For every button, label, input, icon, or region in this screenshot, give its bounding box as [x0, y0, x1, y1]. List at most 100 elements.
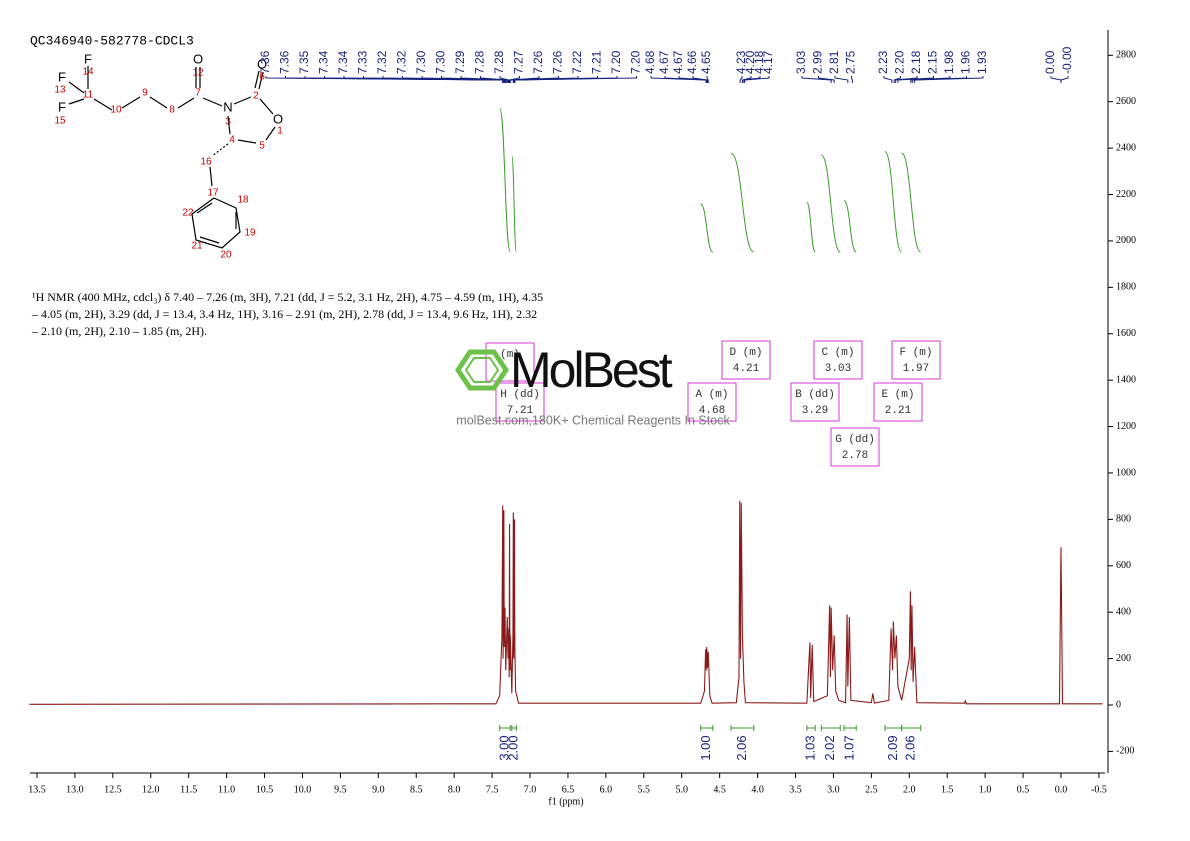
x-tick-label: 13.5	[28, 784, 46, 795]
x-tick-label: 4.0	[751, 784, 764, 795]
atom-number: 1	[277, 126, 283, 137]
atom-number: 4	[229, 135, 235, 146]
peak-leader	[739, 76, 743, 83]
atom-number: 9	[142, 88, 148, 99]
chart-title: QC346940-582778-CDCL3	[30, 33, 194, 48]
peak-leader	[1060, 76, 1069, 83]
peak-label: 4.67	[657, 50, 671, 74]
x-tick-label: 1.5	[941, 784, 954, 795]
multiplet-label: (m)	[500, 349, 520, 361]
x-tick-label: 6.5	[562, 784, 575, 795]
y-tick-label: 200	[1116, 653, 1131, 664]
x-tick-label: 11.5	[180, 784, 197, 795]
integral-bracket	[901, 725, 922, 731]
y-tick-label: 0	[1116, 699, 1121, 710]
integral-curve	[499, 107, 511, 253]
peak-leader	[460, 76, 509, 83]
nmr-description: ¹H NMR (400 MHz, cdcl₃) δ 7.40 – 7.26 (m…	[31, 290, 543, 338]
x-tick-label: 10.5	[256, 784, 274, 795]
y-tick-label: 1800	[1116, 282, 1136, 293]
peak-leader	[914, 76, 984, 83]
peak-leader	[678, 76, 708, 83]
bond	[68, 81, 85, 94]
peak-label: 7.35	[297, 50, 311, 74]
multiplet-shift: 3.29	[802, 405, 828, 417]
peak-label: 7.26	[551, 50, 565, 74]
integral-label: 1.03	[802, 735, 817, 760]
peak-leader	[706, 76, 709, 83]
integral-bracket	[700, 725, 714, 731]
multiplet-box	[873, 382, 923, 422]
bond	[227, 115, 231, 135]
multiplet-label: A (m)	[695, 389, 728, 401]
peak-label: 7.28	[492, 50, 506, 74]
x-tick-label: 9.0	[372, 784, 385, 795]
peak-label: 4.67	[671, 50, 685, 74]
peak-label: 7.36	[258, 50, 272, 74]
peak-leader	[834, 76, 849, 83]
integral-bracket	[820, 725, 841, 731]
integral-curve	[700, 203, 714, 253]
multiplet-shift: 1.97	[903, 363, 929, 375]
peak-label: 7.34	[336, 50, 350, 74]
peak-label: 4.66	[685, 50, 699, 74]
atom-number: 11	[83, 90, 94, 101]
peak-label: 4.17	[761, 50, 775, 74]
multiplet-label: F (m)	[899, 347, 932, 359]
bond	[233, 96, 252, 105]
peak-label: 1.93	[975, 50, 989, 74]
atom-number: 2	[253, 91, 259, 102]
atom-number: 5	[259, 141, 265, 152]
multiplet-label: B (dd)	[795, 389, 835, 401]
atom-number: 20	[220, 250, 232, 261]
peak-leader	[692, 76, 709, 83]
bond	[237, 139, 257, 144]
bond	[93, 98, 113, 111]
x-tick-label: 0.0	[1055, 784, 1068, 795]
bond	[196, 202, 213, 214]
peak-label: 7.36	[278, 50, 292, 74]
multiplet-box	[485, 342, 535, 382]
multiplet-box	[813, 340, 863, 380]
atom-number: 12	[192, 68, 204, 79]
atom-number: 14	[82, 67, 94, 78]
bond	[177, 97, 195, 109]
x-tick-label: 3.0	[827, 784, 840, 795]
multiplet-shift: 2.21	[885, 405, 912, 417]
integral-bracket	[511, 725, 517, 731]
atom-number: 10	[110, 105, 122, 116]
peak-label: 7.26	[531, 50, 545, 74]
atom-label: F	[58, 99, 66, 114]
x-tick-label: 8.0	[448, 784, 461, 795]
multiplet-label: E (m)	[881, 389, 914, 401]
watermark-brand: MolBest	[510, 342, 673, 398]
y-tick-label: 2800	[1116, 50, 1136, 61]
x-tick-label: 0.5	[1017, 784, 1030, 795]
peak-label: 7.34	[317, 50, 331, 74]
peak-label: 4.18	[752, 50, 766, 74]
integral-curve	[820, 154, 841, 253]
atom-number: 15	[54, 116, 66, 127]
watermark: MolBest molBest.com,180K+ Chemical Reage…	[454, 342, 730, 427]
hashed-bond	[211, 143, 229, 157]
peak-label: 2.23	[876, 50, 890, 74]
atom-number: 8	[169, 105, 175, 116]
atom-label: F	[84, 51, 92, 66]
peak-label: 7.32	[395, 50, 409, 74]
x-tick-label: 7.5	[486, 784, 499, 795]
peak-label: 7.20	[609, 50, 623, 74]
atom-number: 16	[200, 157, 212, 168]
peak-leader	[893, 76, 901, 83]
atom-number: 17	[207, 188, 219, 199]
y-tick-label: 1000	[1116, 467, 1136, 478]
atom-number: 6	[259, 72, 265, 83]
integral-label: 2.00	[506, 735, 521, 760]
atom-label: O	[273, 111, 283, 126]
peak-label: 2.75	[844, 50, 858, 74]
y-tick-label: 800	[1116, 514, 1131, 525]
atom-number: 3	[225, 117, 231, 128]
peak-leader	[897, 76, 934, 83]
peak-label: 7.20	[629, 50, 643, 74]
integral-curve	[511, 155, 517, 253]
integral-bracket	[843, 725, 857, 731]
